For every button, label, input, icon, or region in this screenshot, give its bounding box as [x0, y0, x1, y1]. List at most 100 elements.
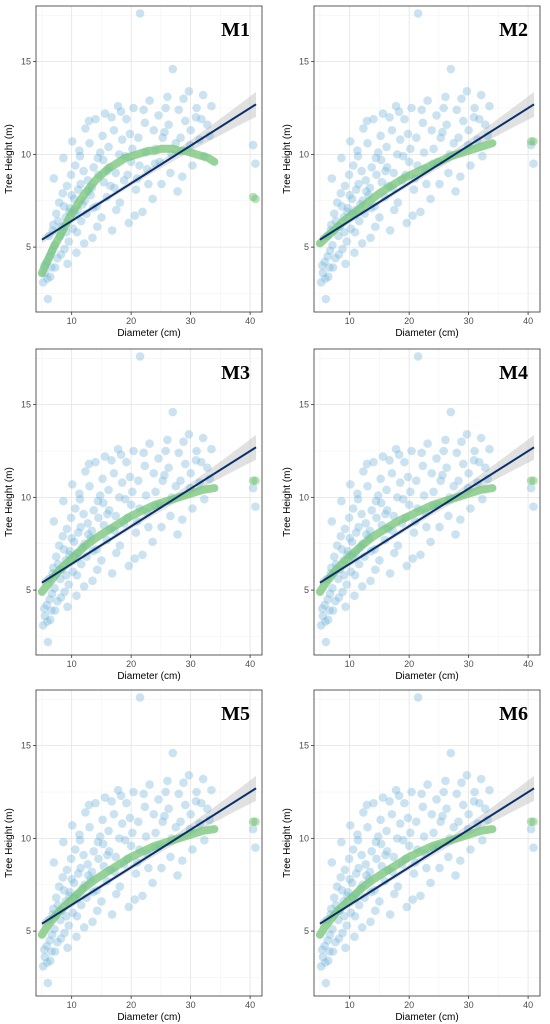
observation-point	[139, 105, 148, 115]
observation-point	[76, 522, 85, 532]
observation-point	[163, 92, 172, 102]
observation-point	[85, 822, 94, 832]
observation-point	[423, 439, 432, 448]
observation-point	[480, 120, 490, 129]
observation-point	[47, 930, 57, 940]
observation-point	[398, 151, 408, 161]
observation-point	[340, 524, 350, 534]
observation-point	[40, 611, 50, 621]
observation-point	[529, 159, 538, 168]
observation-point	[526, 824, 536, 834]
observation-point	[158, 476, 167, 485]
observation-point	[122, 798, 131, 808]
observation-point	[79, 850, 88, 860]
observation-point	[163, 776, 172, 786]
observation-point	[451, 187, 460, 196]
observation-point	[436, 476, 445, 485]
x-tick-label: 20	[404, 1000, 414, 1010]
observation-point	[122, 114, 131, 124]
observation-point	[341, 943, 350, 953]
y-tick-label: 15	[21, 741, 31, 751]
observation-point	[168, 64, 178, 74]
observation-point	[50, 947, 60, 956]
observation-point	[50, 263, 60, 272]
observation-point	[94, 513, 103, 523]
observation-point	[340, 865, 350, 875]
observation-point	[402, 218, 412, 228]
observation-point	[68, 908, 78, 917]
observation-point	[439, 446, 448, 456]
observation-point	[418, 118, 428, 128]
observation-point	[68, 567, 78, 576]
observation-point	[111, 889, 121, 899]
observation-point	[413, 693, 423, 702]
observation-point	[129, 446, 138, 456]
observation-point	[38, 278, 48, 287]
observation-point	[334, 934, 344, 943]
observation-point	[168, 748, 178, 758]
observation-point	[89, 847, 98, 856]
observation-point	[341, 259, 350, 269]
observation-point	[109, 468, 119, 478]
observation-point	[188, 504, 197, 513]
observation-point	[381, 509, 390, 519]
observation-point	[107, 112, 116, 122]
plot-border	[313, 348, 541, 656]
observation-point	[370, 565, 380, 574]
observation-point	[328, 263, 338, 272]
observation-point	[398, 835, 408, 845]
observation-point	[469, 796, 479, 806]
observation-point	[323, 595, 332, 604]
observation-point	[331, 253, 340, 263]
observation-point	[334, 250, 344, 259]
observation-point	[59, 153, 68, 163]
observation-point	[391, 785, 401, 795]
observation-point	[483, 815, 492, 825]
observation-point	[417, 789, 426, 799]
linear-fit-line	[41, 446, 257, 584]
plot-border	[35, 5, 263, 313]
observation-point	[316, 278, 326, 287]
observation-point	[178, 515, 187, 524]
observation-point	[446, 748, 456, 758]
observation-point	[53, 253, 62, 263]
y-axis-title: Tree Height (m)	[4, 808, 15, 878]
observation-point	[81, 124, 90, 133]
observation-point	[93, 153, 103, 163]
observation-point	[161, 103, 170, 113]
observation-point	[350, 248, 359, 257]
observation-point	[393, 882, 403, 891]
observation-point	[67, 137, 77, 146]
x-tick-label: 40	[523, 1000, 533, 1010]
x-tick-label: 20	[404, 316, 414, 326]
observation-point	[67, 821, 77, 830]
observation-point	[332, 541, 342, 550]
observation-point	[328, 583, 337, 593]
observation-point	[128, 487, 137, 497]
observation-point	[382, 826, 391, 836]
x-axis-title: Diameter (cm)	[395, 671, 458, 682]
plot-background	[314, 349, 540, 655]
observation-point	[413, 9, 423, 18]
observation-point	[350, 591, 359, 600]
observation-point	[372, 513, 381, 523]
linear-fit-line	[41, 103, 257, 241]
observation-point	[376, 498, 386, 508]
observation-point	[157, 522, 166, 532]
observation-point	[116, 450, 126, 460]
observation-point	[376, 131, 385, 141]
observation-point	[63, 943, 72, 953]
observation-point	[454, 817, 463, 826]
plot-m4: 10 20 30 40 5 10 15 Diameter (cm) Tree Height (m…	[282, 348, 541, 682]
observation-point	[100, 109, 110, 118]
observation-point	[321, 274, 330, 283]
observation-point	[84, 459, 94, 469]
observation-point	[354, 900, 364, 910]
observation-point	[342, 921, 352, 930]
observation-point	[164, 120, 173, 129]
observation-point	[387, 125, 397, 135]
observation-point	[402, 561, 412, 571]
observation-point	[345, 533, 354, 543]
observation-point	[100, 793, 110, 802]
observation-point	[392, 834, 402, 843]
